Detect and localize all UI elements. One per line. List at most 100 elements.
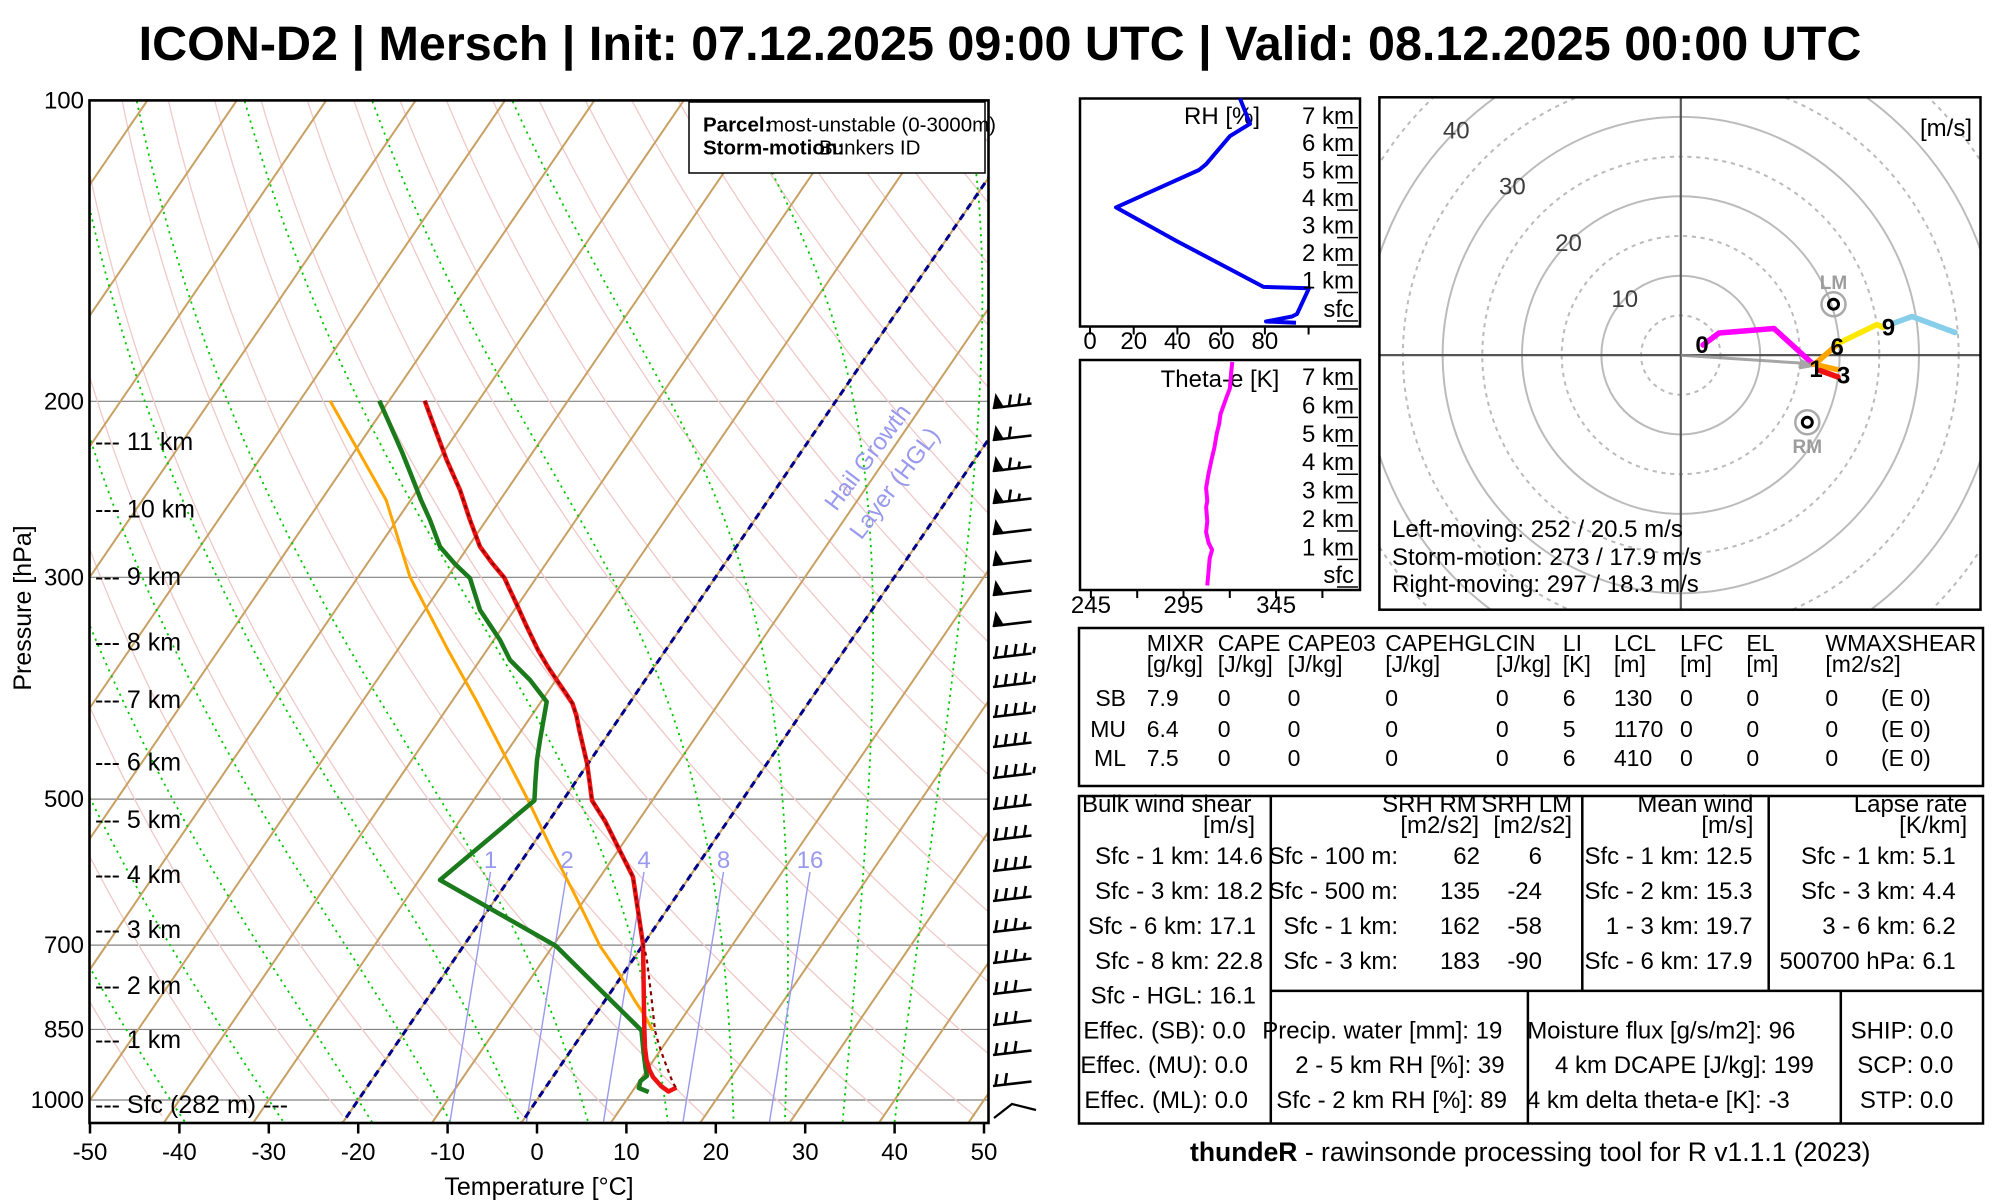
svg-text:CAPEHGL: CAPEHGL: [1385, 630, 1495, 656]
svg-text:WMAXSHEAR: WMAXSHEAR: [1825, 630, 1976, 656]
svg-text:[J/kg]: [J/kg]: [1496, 651, 1551, 677]
svg-text:-50: -50: [73, 1139, 108, 1166]
svg-text:--- 11 km: --- 11 km: [95, 428, 193, 456]
svg-text:4: 4: [637, 847, 650, 874]
svg-text:Sfc - 500 m:: Sfc - 500 m:: [1269, 878, 1398, 905]
svg-text:500: 500: [44, 786, 84, 813]
svg-text:-58: -58: [1507, 913, 1542, 940]
svg-text:-90: -90: [1507, 948, 1542, 975]
svg-text:--- 2 km: --- 2 km: [95, 972, 181, 1000]
svg-text:Sfc - 1 km: 12.5: Sfc - 1 km: 12.5: [1584, 843, 1752, 870]
svg-text:Storm-motion:: Storm-motion:: [703, 137, 844, 160]
svg-text:[J/kg]: [J/kg]: [1218, 651, 1273, 677]
svg-text:20: 20: [1555, 230, 1582, 257]
svg-text:Sfc - HGL: 16.1: Sfc - HGL: 16.1: [1091, 983, 1256, 1010]
svg-text:CIN: CIN: [1496, 630, 1536, 656]
svg-text:Right-moving: 297 / 18.3 m/s: Right-moving: 297 / 18.3 m/s: [1392, 571, 1699, 598]
svg-text:0: 0: [1825, 716, 1838, 742]
svg-text:[K]: [K]: [1563, 651, 1591, 677]
svg-text:30: 30: [792, 1139, 819, 1166]
svg-text:ICON-D2 | Mersch | Init: 07.12: ICON-D2 | Mersch | Init: 07.12.2025 09:0…: [139, 17, 1862, 71]
svg-text:--- 4 km: --- 4 km: [95, 861, 181, 889]
svg-text:LI: LI: [1563, 630, 1582, 656]
svg-text:Sfc - 3 km: 4.4: Sfc - 3 km: 4.4: [1801, 878, 1956, 905]
svg-text:0: 0: [1385, 716, 1398, 742]
svg-text:sfc: sfc: [1323, 296, 1354, 323]
svg-text:135: 135: [1440, 878, 1480, 905]
svg-text:Left-moving: 252 / 20.5 m/s: Left-moving: 252 / 20.5 m/s: [1392, 516, 1683, 543]
svg-text:SRH RM: SRH RM: [1382, 791, 1477, 818]
svg-text:2 km: 2 km: [1302, 506, 1354, 533]
svg-text:Sfc - 1 km: 5.1: Sfc - 1 km: 5.1: [1801, 843, 1956, 870]
svg-text:0: 0: [1680, 685, 1693, 711]
svg-text:1000: 1000: [31, 1087, 84, 1114]
svg-text:Sfc - 1 km:: Sfc - 1 km:: [1283, 913, 1398, 940]
svg-text:300: 300: [44, 564, 84, 591]
svg-text:Parcel:: Parcel:: [703, 114, 771, 137]
svg-text:[m/s]: [m/s]: [1920, 115, 1972, 142]
svg-text:0: 0: [1083, 328, 1096, 355]
svg-text:Temperature [°C]: Temperature [°C]: [444, 1173, 633, 1200]
svg-text:[K/km]: [K/km]: [1899, 812, 1967, 839]
svg-text:CAPE03: CAPE03: [1288, 630, 1376, 656]
svg-text:--- 7 km: --- 7 km: [95, 686, 181, 714]
svg-text:3 - 6 km: 6.2: 3 - 6 km: 6.2: [1822, 913, 1955, 940]
svg-text:0: 0: [1746, 685, 1759, 711]
svg-text:183: 183: [1440, 948, 1480, 975]
svg-text:[m2/s2]: [m2/s2]: [1400, 812, 1479, 839]
svg-text:7 km: 7 km: [1302, 364, 1354, 391]
svg-text:Sfc - 3 km:: Sfc - 3 km:: [1283, 948, 1398, 975]
svg-text:5 km: 5 km: [1302, 421, 1354, 448]
svg-text:Bulk wind shear: Bulk wind shear: [1082, 791, 1251, 818]
svg-text:700: 700: [44, 932, 84, 959]
svg-text:62: 62: [1453, 843, 1480, 870]
svg-text:6: 6: [1563, 745, 1576, 771]
svg-text:Sfc - 6 km: 17.9: Sfc - 6 km: 17.9: [1584, 948, 1752, 975]
svg-text:[m/s]: [m/s]: [1701, 812, 1753, 839]
svg-text:MU: MU: [1090, 716, 1126, 742]
svg-text:(E 0): (E 0): [1881, 716, 1931, 742]
svg-text:16: 16: [797, 847, 824, 874]
svg-text:130: 130: [1614, 685, 1652, 711]
svg-text:--- 1 km: --- 1 km: [95, 1026, 181, 1054]
svg-text:40: 40: [1443, 118, 1470, 145]
svg-text:0: 0: [1218, 685, 1231, 711]
svg-text:Sfc - 6 km: 17.1: Sfc - 6 km: 17.1: [1088, 913, 1256, 940]
svg-text:850: 850: [44, 1016, 84, 1043]
svg-text:Sfc - 100 m:: Sfc - 100 m:: [1269, 843, 1398, 870]
svg-text:SB: SB: [1095, 685, 1126, 711]
svg-text:EL: EL: [1746, 630, 1774, 656]
svg-text:40: 40: [1164, 328, 1191, 355]
svg-text:1 km: 1 km: [1302, 268, 1354, 295]
svg-text:[m]: [m]: [1680, 651, 1712, 677]
svg-text:[m2/s2]: [m2/s2]: [1825, 651, 1900, 677]
svg-text:7 km: 7 km: [1302, 103, 1354, 130]
svg-text:-10: -10: [430, 1139, 465, 1166]
svg-text:500700 hPa: 6.1: 500700 hPa: 6.1: [1780, 948, 1956, 975]
svg-text:4 km delta theta-e [K]: -3: 4 km delta theta-e [K]: -3: [1527, 1087, 1790, 1114]
svg-text:--- 6 km: --- 6 km: [95, 749, 181, 777]
svg-text:20: 20: [702, 1139, 729, 1166]
svg-text:60: 60: [1208, 328, 1235, 355]
svg-text:[m/s]: [m/s]: [1203, 812, 1255, 839]
svg-text:10: 10: [613, 1139, 640, 1166]
svg-text:10: 10: [1611, 286, 1638, 313]
svg-text:-30: -30: [251, 1139, 286, 1166]
svg-text:SRH LM: SRH LM: [1481, 791, 1572, 818]
svg-text:80: 80: [1252, 328, 1279, 355]
svg-text:7.9: 7.9: [1147, 685, 1179, 711]
svg-text:162: 162: [1440, 913, 1480, 940]
svg-text:20: 20: [1120, 328, 1147, 355]
svg-text:(E 0): (E 0): [1881, 685, 1931, 711]
svg-text:50: 50: [971, 1139, 998, 1166]
svg-text:CAPE: CAPE: [1218, 630, 1281, 656]
svg-text:8: 8: [717, 847, 730, 874]
svg-text:Sfc - 2 km RH [%]: 89: Sfc - 2 km RH [%]: 89: [1276, 1087, 1507, 1114]
svg-text:0: 0: [1218, 745, 1231, 771]
svg-text:0: 0: [1496, 685, 1509, 711]
svg-text:[J/kg]: [J/kg]: [1288, 651, 1343, 677]
svg-text:2 - 5 km RH [%]: 39: 2 - 5 km RH [%]: 39: [1295, 1052, 1504, 1079]
svg-text:4 km: 4 km: [1302, 449, 1354, 476]
svg-text:30: 30: [1499, 174, 1526, 201]
svg-text:100: 100: [44, 87, 84, 114]
